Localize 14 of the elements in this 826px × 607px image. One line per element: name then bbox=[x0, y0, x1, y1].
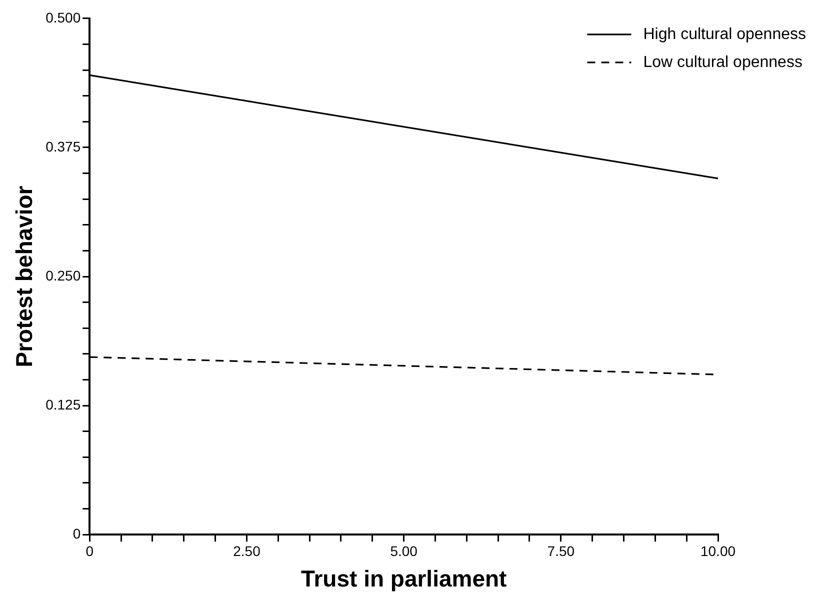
y-tick-label: 0 bbox=[72, 525, 81, 542]
x-tick-label: 7.50 bbox=[547, 542, 575, 559]
legend-label: High cultural openness bbox=[643, 26, 806, 43]
y-tick-label: 0.250 bbox=[46, 267, 81, 284]
x-tick-label: 0 bbox=[86, 542, 94, 559]
x-tick-label: 2.50 bbox=[233, 542, 261, 559]
x-tick-label: 5.00 bbox=[390, 542, 418, 559]
x-axis-title: Trust in parliament bbox=[300, 566, 508, 592]
y-tick-label: 0.125 bbox=[46, 396, 81, 412]
y-tick-label: 0.500 bbox=[46, 9, 81, 26]
legend-label: Low cultural openness bbox=[643, 54, 802, 71]
y-axis-title: Protest behavior bbox=[11, 186, 38, 368]
y-tick-label: 0.375 bbox=[46, 138, 81, 154]
x-tick-label: 10.00 bbox=[700, 542, 736, 559]
